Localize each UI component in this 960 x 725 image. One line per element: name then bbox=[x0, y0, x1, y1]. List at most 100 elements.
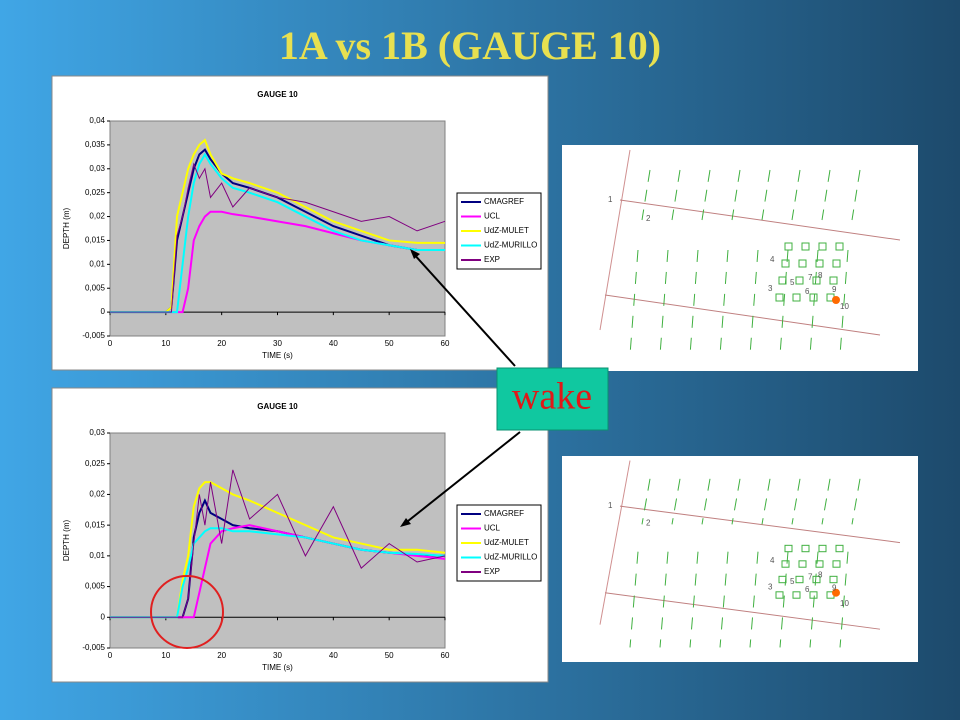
y-axis-label: DEPTH (m) bbox=[62, 520, 71, 562]
arrow-head bbox=[400, 518, 411, 527]
gauge-label: 4 bbox=[770, 556, 775, 565]
y-tick-label: 0,03 bbox=[89, 164, 105, 173]
annotation: wake bbox=[512, 376, 592, 418]
street bbox=[641, 478, 651, 525]
building bbox=[809, 591, 818, 599]
chart-title: GAUGE 10 bbox=[257, 402, 298, 411]
legend bbox=[456, 192, 542, 270]
gauge-label: 7 bbox=[808, 572, 813, 581]
annotation-box bbox=[496, 367, 609, 431]
y-tick-label: 0,035 bbox=[85, 140, 106, 149]
building bbox=[775, 591, 784, 599]
y-tick-label: 0,01 bbox=[89, 259, 105, 268]
building bbox=[784, 544, 793, 553]
street bbox=[851, 478, 861, 525]
legend-label: EXP bbox=[484, 567, 500, 576]
street bbox=[851, 169, 861, 221]
highlight-circle bbox=[150, 575, 224, 649]
x-tick-label: 20 bbox=[217, 651, 226, 660]
building bbox=[795, 276, 804, 285]
gauge-label: 2 bbox=[646, 214, 651, 223]
map-frame bbox=[562, 145, 918, 371]
building bbox=[798, 259, 807, 268]
y-tick-label: 0,03 bbox=[89, 428, 105, 437]
gauge-label: 2 bbox=[646, 519, 651, 528]
series-line bbox=[110, 138, 445, 314]
building bbox=[818, 544, 827, 553]
gauge-label: 8 bbox=[818, 271, 823, 280]
gauge-label: 10 bbox=[840, 599, 849, 608]
street bbox=[689, 249, 699, 356]
building bbox=[792, 293, 801, 302]
arrow bbox=[402, 431, 521, 526]
y-tick-label: 0,025 bbox=[85, 459, 106, 468]
x-tick-label: 0 bbox=[108, 651, 113, 660]
street bbox=[731, 478, 741, 525]
y-tick-label: 0 bbox=[101, 307, 106, 316]
map-frame bbox=[562, 456, 918, 662]
street bbox=[839, 551, 849, 648]
building bbox=[778, 575, 787, 584]
building bbox=[792, 591, 801, 599]
wall bbox=[619, 199, 901, 241]
building bbox=[835, 242, 844, 251]
street bbox=[761, 169, 771, 221]
y-tick-label: -0,005 bbox=[82, 643, 105, 652]
street bbox=[791, 478, 801, 525]
street bbox=[629, 551, 639, 648]
building bbox=[781, 560, 790, 568]
x-axis-label: TIME (s) bbox=[262, 663, 293, 672]
building bbox=[835, 544, 844, 553]
street bbox=[839, 249, 849, 356]
gauge-marker bbox=[832, 588, 840, 597]
gauge-label: 10 bbox=[840, 302, 849, 311]
street bbox=[761, 478, 771, 525]
gauge-label: 9 bbox=[832, 285, 837, 294]
building bbox=[781, 259, 790, 268]
y-tick-label: 0,015 bbox=[85, 236, 106, 245]
series-line bbox=[110, 162, 446, 313]
street bbox=[749, 551, 759, 648]
street bbox=[701, 169, 711, 221]
building bbox=[829, 575, 838, 584]
x-tick-label: 40 bbox=[329, 339, 338, 348]
y-tick-label: 0 bbox=[101, 612, 106, 621]
street bbox=[701, 478, 711, 525]
building bbox=[818, 242, 827, 251]
y-tick-label: 0,005 bbox=[85, 283, 106, 292]
wall bbox=[604, 592, 881, 630]
series-line bbox=[110, 152, 445, 314]
street bbox=[671, 478, 681, 525]
x-tick-label: 20 bbox=[217, 339, 226, 348]
x-tick-label: 50 bbox=[385, 651, 394, 660]
street bbox=[779, 249, 789, 356]
gauge-label: 6 bbox=[805, 585, 810, 594]
wall bbox=[604, 294, 881, 336]
building bbox=[809, 293, 818, 302]
y-tick-label: 0,01 bbox=[89, 551, 105, 560]
street bbox=[779, 551, 789, 648]
street bbox=[641, 169, 651, 221]
x-tick-label: 40 bbox=[329, 651, 338, 660]
building bbox=[829, 276, 838, 285]
legend-label: CMAGREF bbox=[484, 197, 524, 206]
building bbox=[801, 544, 810, 553]
building bbox=[812, 276, 821, 285]
street bbox=[791, 169, 801, 221]
gauge-label: 6 bbox=[805, 287, 810, 296]
wall bbox=[599, 149, 631, 331]
y-tick-label: 0,02 bbox=[89, 212, 105, 221]
x-axis-label: TIME (s) bbox=[262, 351, 293, 360]
x-tick-label: 50 bbox=[385, 339, 394, 348]
street bbox=[809, 249, 819, 356]
street bbox=[821, 169, 831, 221]
y-tick-label: 0,04 bbox=[89, 116, 105, 125]
legend-label: UdZ-MULET bbox=[484, 226, 529, 235]
street bbox=[719, 249, 729, 356]
gauge-label: 5 bbox=[790, 278, 795, 287]
x-tick-label: 10 bbox=[161, 339, 170, 348]
arrow bbox=[411, 251, 516, 367]
